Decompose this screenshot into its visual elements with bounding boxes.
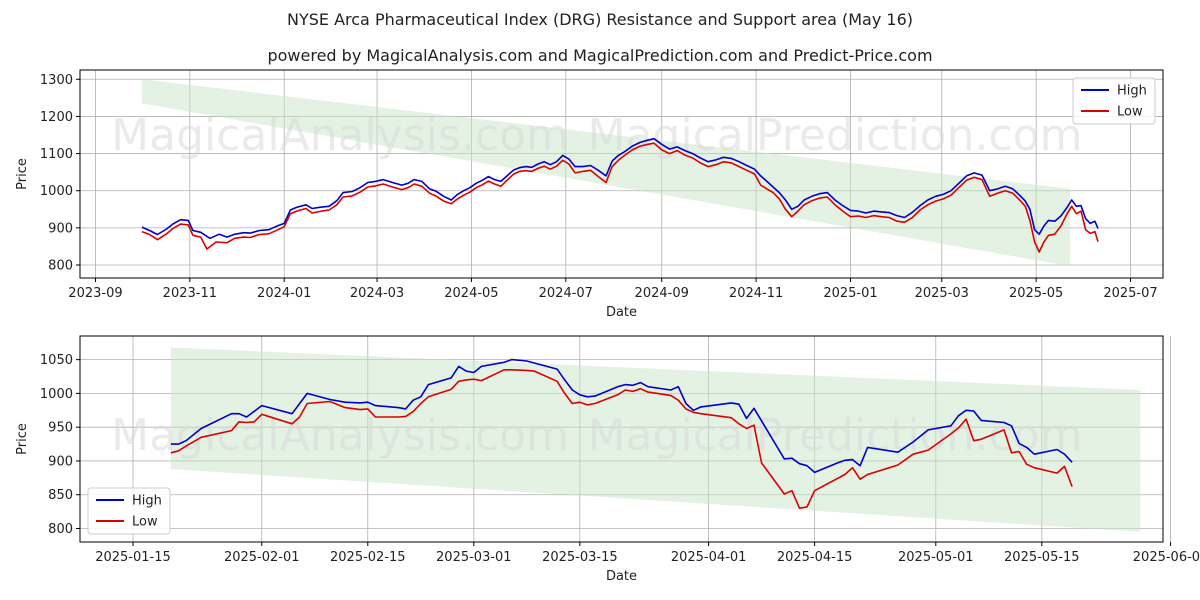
bottom-price-panel: MagicalAnalysis.com MagicalPrediction.com… bbox=[15, 335, 1200, 584]
legend-label-high: High bbox=[132, 494, 162, 509]
y-tick-label: 1050 bbox=[40, 353, 73, 368]
x-tick-label: 2024-01 bbox=[257, 286, 311, 301]
x-tick-label: 2025-01-15 bbox=[95, 550, 171, 565]
series-line-low bbox=[170, 368, 1073, 510]
x-tick-label: 2025-05 bbox=[1009, 286, 1063, 301]
x-tick-label: 2024-11 bbox=[729, 286, 783, 301]
x-axis-label: Date bbox=[606, 569, 637, 584]
series-line-low bbox=[141, 142, 1099, 253]
legend: High Low bbox=[1072, 77, 1156, 125]
y-tick-label: 1300 bbox=[40, 73, 73, 88]
x-axis-label: Date bbox=[606, 305, 637, 320]
y-tick-label: 1000 bbox=[40, 184, 73, 199]
x-tick-label: 2024-09 bbox=[635, 286, 689, 301]
y-tick-label: 900 bbox=[48, 221, 73, 236]
chart-subtitle: powered by MagicalAnalysis.com and Magic… bbox=[267, 46, 933, 65]
x-tick-label: 2024-05 bbox=[444, 286, 498, 301]
y-tick-label: 1100 bbox=[40, 147, 73, 162]
watermark-text: MagicalAnalysis.com bbox=[111, 410, 569, 461]
x-tick-label: 2025-05-15 bbox=[1004, 550, 1080, 565]
support-resistance-band bbox=[141, 79, 1071, 267]
y-tick-label: 800 bbox=[48, 259, 73, 274]
x-tick-label: 2025-02-01 bbox=[224, 550, 300, 565]
x-tick-label: 2025-02-15 bbox=[330, 550, 406, 565]
x-tick-label: 2023-11 bbox=[163, 286, 217, 301]
legend-label-low: Low bbox=[132, 515, 158, 530]
plot-frame bbox=[79, 335, 1164, 543]
legend-label-low: Low bbox=[1117, 105, 1143, 120]
x-tick-label: 2025-05-01 bbox=[898, 550, 974, 565]
y-tick-label: 800 bbox=[48, 522, 73, 537]
x-tick-label: 2025-06-01 bbox=[1133, 550, 1200, 565]
y-tick-label: 950 bbox=[48, 421, 73, 436]
x-tick-label: 2024-07 bbox=[539, 286, 593, 301]
chart-title: NYSE Arca Pharmaceutical Index (DRG) Res… bbox=[286, 10, 913, 29]
y-tick-label: 1200 bbox=[40, 110, 73, 125]
x-tick-label: 2025-04-01 bbox=[671, 550, 747, 565]
x-tick-label: 2025-04-15 bbox=[777, 550, 853, 565]
x-tick-label: 2025-03 bbox=[915, 286, 969, 301]
x-tick-label: 2025-03-15 bbox=[542, 550, 618, 565]
y-tick-label: 900 bbox=[48, 454, 73, 469]
x-tick-label: 2025-07 bbox=[1103, 286, 1157, 301]
x-tick-label: 2025-03-01 bbox=[436, 550, 512, 565]
series-line-high bbox=[170, 358, 1073, 474]
legend-label-high: High bbox=[1117, 84, 1147, 99]
y-tick-label: 850 bbox=[48, 488, 73, 503]
top-price-panel: MagicalAnalysis.com MagicalPrediction.com… bbox=[15, 69, 1164, 320]
x-tick-label: 2025-01 bbox=[823, 286, 877, 301]
watermark-text: MagicalAnalysis.com bbox=[111, 110, 569, 161]
plot-frame bbox=[79, 69, 1164, 279]
y-tick-label: 1000 bbox=[40, 387, 73, 402]
watermark-text: MagicalPrediction.com bbox=[588, 110, 1083, 161]
legend: High Low bbox=[87, 487, 171, 535]
x-tick-label: 2023-09 bbox=[68, 286, 122, 301]
x-tick-label: 2024-03 bbox=[350, 286, 404, 301]
series-line-high bbox=[141, 137, 1099, 240]
watermark-text: MagicalPrediction.com bbox=[588, 410, 1083, 461]
support-resistance-band bbox=[170, 347, 1141, 532]
y-axis-label: Price bbox=[15, 158, 30, 190]
y-axis-label: Price bbox=[15, 423, 30, 455]
